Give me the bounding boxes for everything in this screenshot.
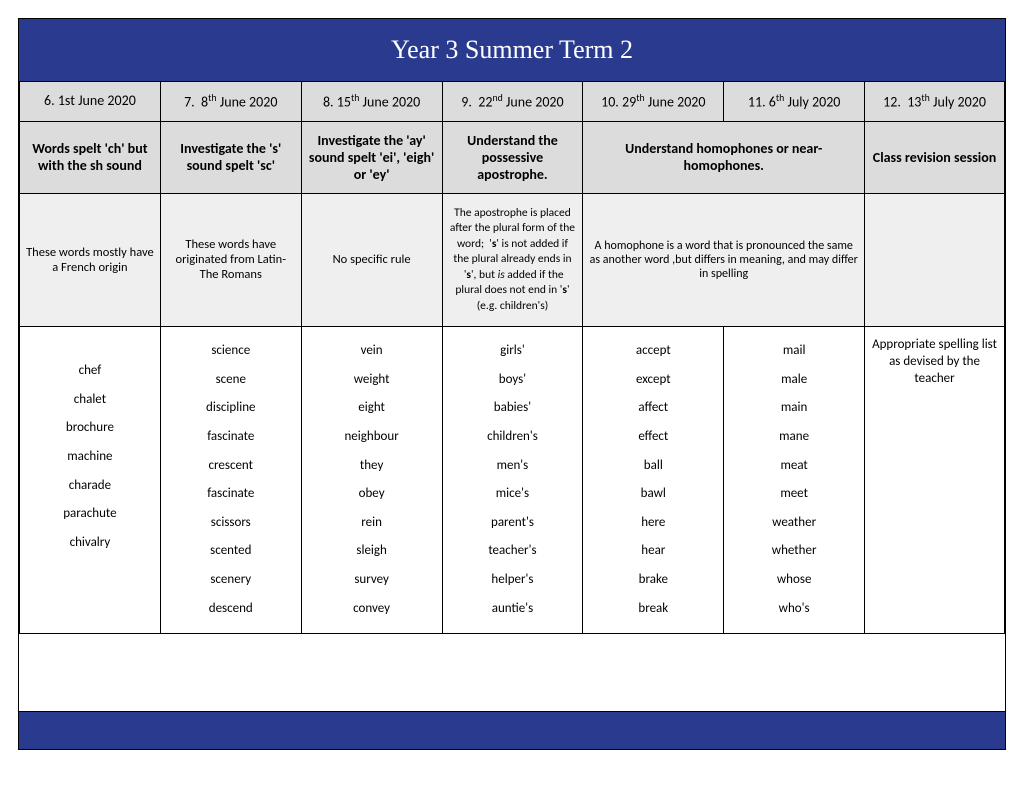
date-cell: 6. 1st June 2020 <box>20 82 161 122</box>
table-row: chefchaletbrochuremachinecharadeparachut… <box>20 327 1005 634</box>
date-cell: 7. 8th June 2020 <box>160 82 301 122</box>
date-text: 6. 1st June 2020 <box>44 92 136 109</box>
table-row: Words spelt 'ch' but with the sh sound I… <box>20 121 1005 193</box>
date-cell: 9. 22nd June 2020 <box>442 82 583 122</box>
words-cell: acceptexceptaffecteffectballbawlherehear… <box>583 327 724 634</box>
table-row: 6. 1st June 2020 7. 8th June 2020 8. 15t… <box>20 82 1005 122</box>
date-cell: 11. 6th July 2020 <box>724 82 865 122</box>
words-note: Appropriate spelling list as devised by … <box>872 337 997 386</box>
desc-cell: A homophone is a word that is pronounced… <box>583 193 865 327</box>
curriculum-table-container: Year 3 Summer Term 2 6. 1st June 2020 7.… <box>18 18 1006 750</box>
footer-band <box>19 711 1005 749</box>
topic-cell: Investigate the 's' sound spelt 'sc' <box>160 121 301 193</box>
topic-cell: Understand homophones or near-homophones… <box>583 121 865 193</box>
words-cell: sciencescenedisciplinefascinatecrescentf… <box>160 327 301 634</box>
topic-cell: Understand the possessive apostrophe. <box>442 121 583 193</box>
desc-cell: No specific rule <box>301 193 442 327</box>
words-cell: chefchaletbrochuremachinecharadeparachut… <box>20 327 161 634</box>
words-cell: Appropriate spelling list as devised by … <box>865 327 1005 634</box>
words-cell: veinweighteightneighbourtheyobeyreinslei… <box>301 327 442 634</box>
page-title: Year 3 Summer Term 2 <box>19 19 1005 81</box>
words-cell: girls'boys'babies'children'smen'smice'sp… <box>442 327 583 634</box>
date-cell: 8. 15th June 2020 <box>301 82 442 122</box>
desc-cell: These words have originated from Latin- … <box>160 193 301 327</box>
topic-cell: Class revision session <box>865 121 1005 193</box>
curriculum-table: 6. 1st June 2020 7. 8th June 2020 8. 15t… <box>19 81 1005 634</box>
desc-cell: The apostrophe is placed after the plura… <box>442 193 583 327</box>
desc-cell: These words mostly have a French origin <box>20 193 161 327</box>
date-cell: 10. 29th June 2020 <box>583 82 724 122</box>
table-row: These words mostly have a French origin … <box>20 193 1005 327</box>
words-cell: mailmalemainmanemeatmeetweatherwhetherwh… <box>724 327 865 634</box>
date-cell: 12. 13th July 2020 <box>865 82 1005 122</box>
topic-cell: Words spelt 'ch' but with the sh sound <box>20 121 161 193</box>
topic-cell: Investigate the 'ay' sound spelt 'ei', '… <box>301 121 442 193</box>
desc-cell <box>865 193 1005 327</box>
